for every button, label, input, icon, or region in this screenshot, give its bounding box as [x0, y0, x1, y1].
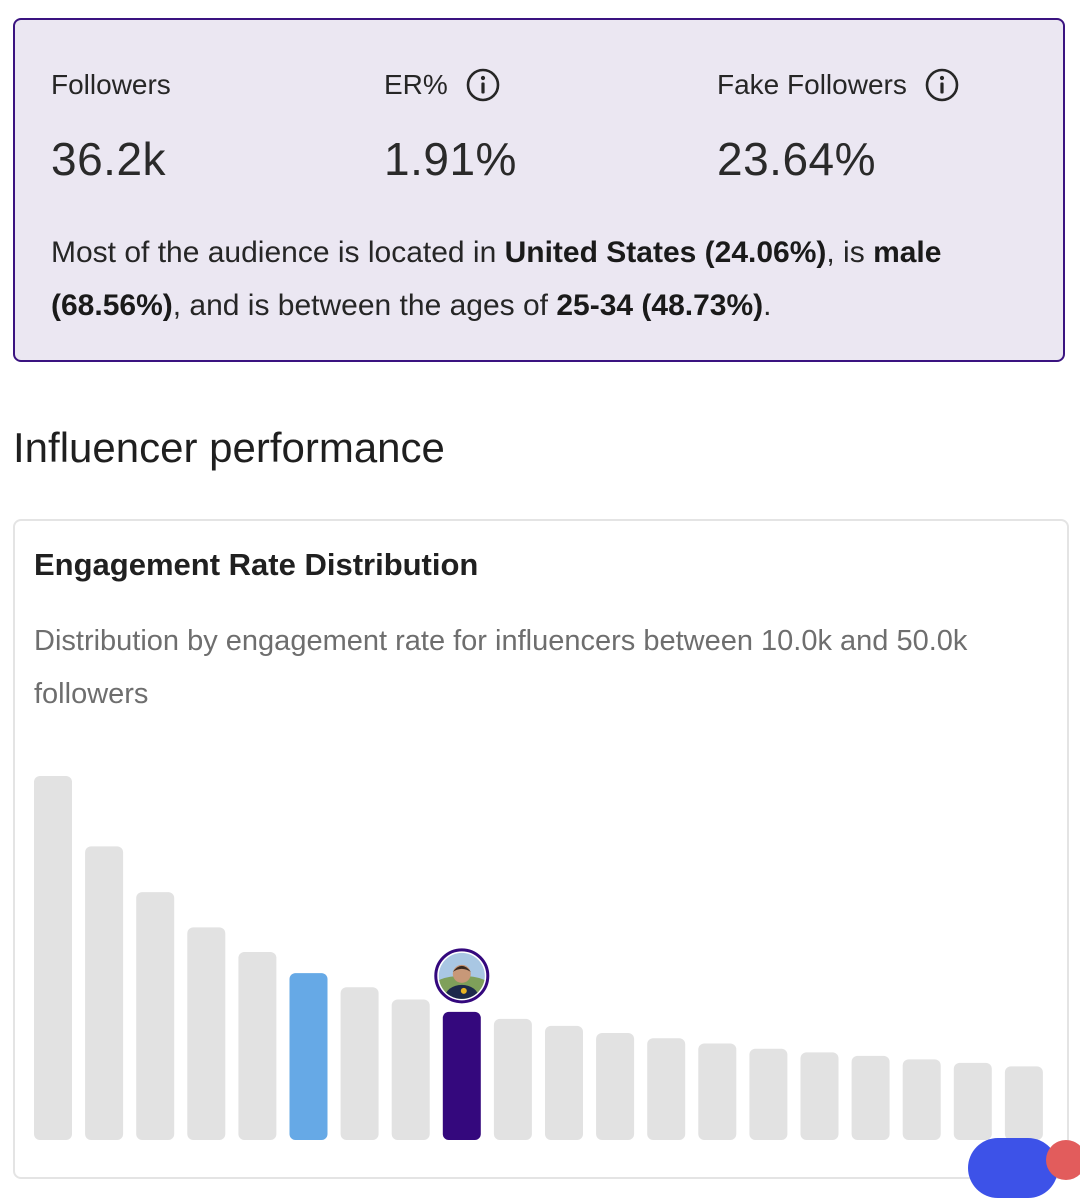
chart-bar[interactable]	[698, 1043, 737, 1140]
er-value: 1.91%	[384, 133, 517, 185]
chart-bar[interactable]	[238, 952, 277, 1140]
chat-launcher-button[interactable]	[968, 1138, 1058, 1198]
summary-text-part: , and is between the ages of	[172, 289, 557, 322]
chart-bar[interactable]	[953, 1062, 992, 1140]
info-icon[interactable]	[925, 68, 959, 102]
fake-followers-metric: Fake Followers 23.64%	[717, 68, 959, 186]
followers-metric: Followers 36.2k	[51, 68, 171, 186]
audience-country: United States (24.06%)	[504, 236, 827, 269]
chart-title: Engagement Rate Distribution	[34, 547, 479, 582]
chart-bar[interactable]	[545, 1025, 583, 1140]
section-title: Influencer performance	[13, 424, 445, 471]
chart-bar[interactable]	[851, 1055, 890, 1140]
chart-bar[interactable]	[136, 892, 175, 1140]
influencer-avatar	[434, 948, 490, 1004]
chart-bar[interactable]	[289, 973, 328, 1140]
audience-gender: male	[873, 236, 942, 269]
info-icon[interactable]	[466, 68, 500, 102]
chart-bar[interactable]	[187, 927, 226, 1140]
chart-bar[interactable]	[647, 1038, 686, 1140]
audience-age: 25-34 (48.73%)	[556, 289, 764, 322]
chart-bar[interactable]	[749, 1048, 788, 1140]
chart-bar[interactable]	[391, 999, 430, 1140]
chart-bar[interactable]	[340, 987, 379, 1140]
er-metric: ER% 1.91%	[384, 68, 517, 186]
engagement-rate-chart	[34, 776, 1043, 1140]
chart-bar[interactable]	[85, 846, 124, 1140]
summary-text-part: .	[763, 289, 772, 322]
fake-followers-label: Fake Followers	[717, 69, 907, 100]
chart-bar-selected[interactable]	[442, 1011, 481, 1140]
er-label-row: ER%	[384, 68, 517, 102]
fake-followers-value: 23.64%	[717, 133, 877, 185]
audience-gender-percent: (68.56%)	[51, 289, 173, 322]
chart-bar[interactable]	[493, 1018, 532, 1140]
followers-value: 36.2k	[51, 133, 167, 185]
chart-bar[interactable]	[1004, 1066, 1043, 1140]
summary-text-part: , is	[826, 236, 874, 269]
chart-bar[interactable]	[34, 776, 72, 1140]
er-label: ER%	[384, 69, 448, 100]
chart-subtitle: Distribution by engagement rate for infl…	[34, 625, 968, 710]
chart-bar[interactable]	[902, 1059, 941, 1140]
fake-followers-label-row: Fake Followers	[717, 68, 959, 102]
chart-bar[interactable]	[596, 1032, 635, 1140]
engagement-chart-card: Engagement Rate Distribution Distributio…	[13, 519, 1069, 1179]
audience-summary-card: Followers 36.2k ER% 1.91% Fake Followers	[13, 18, 1065, 362]
followers-label: Followers	[51, 69, 171, 100]
audience-summary-text: Most of the audience is located in Unite…	[51, 226, 1027, 332]
summary-text-part: Most of the audience is located in	[51, 236, 505, 269]
notification-badge	[1046, 1140, 1080, 1180]
chart-bar[interactable]	[800, 1052, 839, 1140]
